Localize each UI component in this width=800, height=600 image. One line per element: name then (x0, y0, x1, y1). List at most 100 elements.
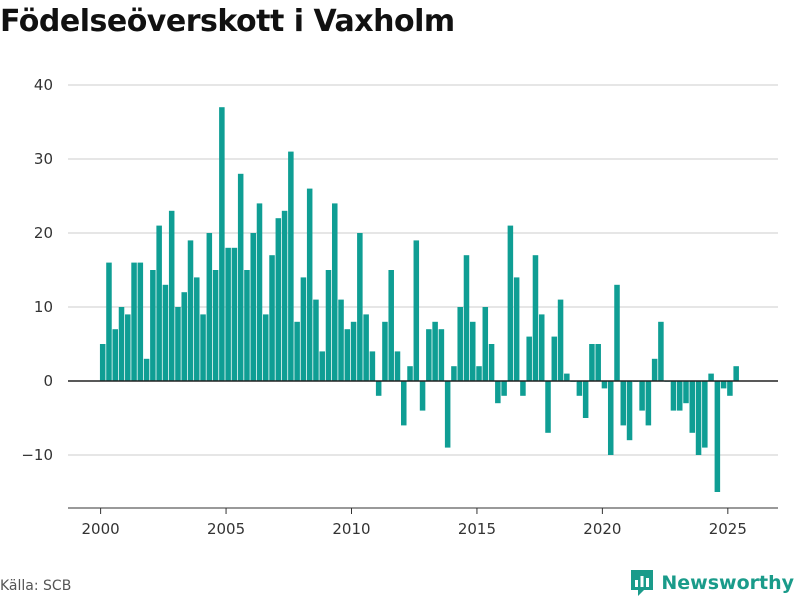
x-tick-label: 2010 (332, 520, 370, 538)
y-tick-label: 10 (34, 298, 53, 316)
bar (520, 381, 526, 396)
source-note: Källa: SCB (0, 578, 72, 594)
bar (288, 151, 294, 381)
bar (702, 381, 708, 448)
bar (244, 270, 250, 381)
y-tick-label: 0 (43, 372, 53, 390)
bar (538, 314, 545, 381)
bar (131, 262, 137, 381)
bar (676, 381, 683, 411)
bar (275, 218, 282, 381)
bar (438, 329, 445, 381)
bar (382, 321, 388, 381)
bar (432, 321, 438, 381)
chart-title: Födelseöverskott i Vaxholm (0, 4, 455, 39)
bar (394, 351, 401, 381)
bar (708, 373, 714, 381)
bar (482, 307, 489, 381)
bar (564, 373, 570, 381)
bar (469, 321, 476, 381)
x-tick-label: 2020 (583, 520, 621, 538)
bar (501, 381, 507, 396)
bar (200, 314, 206, 381)
bar (689, 381, 696, 433)
bar (369, 351, 376, 381)
bar (607, 381, 614, 455)
brand-logo[interactable]: Newsworthy (629, 568, 794, 598)
bar (626, 381, 633, 441)
bar (187, 240, 194, 381)
bar (357, 233, 363, 381)
bar (206, 233, 213, 381)
bar (231, 247, 238, 381)
bar (118, 307, 125, 381)
bar (212, 270, 219, 381)
bar (595, 344, 601, 381)
bar (720, 381, 727, 389)
bar (375, 381, 382, 396)
bar (639, 381, 645, 411)
bar (507, 225, 514, 381)
bar (181, 292, 187, 381)
x-tick-label: 2005 (207, 520, 245, 538)
bar (344, 329, 351, 381)
y-tick-label: 40 (34, 76, 53, 94)
bar (225, 247, 231, 381)
bar (300, 277, 307, 381)
bar (294, 321, 300, 381)
bar (451, 366, 457, 381)
bar (463, 255, 470, 381)
bar (194, 277, 200, 381)
bar (495, 381, 501, 404)
bar (457, 307, 463, 381)
bar (413, 240, 420, 381)
bar (143, 358, 150, 381)
bar (557, 299, 564, 381)
bar (444, 381, 451, 448)
bar (532, 255, 539, 381)
y-tick-label: 20 (34, 224, 53, 242)
bar (388, 270, 394, 381)
brand-name: Newsworthy (661, 572, 794, 594)
bar (281, 210, 288, 381)
bar (601, 381, 608, 389)
bar (426, 329, 432, 381)
bar (237, 173, 244, 381)
bar (419, 381, 426, 411)
bar (488, 344, 495, 381)
bar (156, 225, 162, 381)
bar (545, 381, 551, 433)
bar (614, 284, 620, 381)
bar-chart-logo-icon (631, 570, 654, 596)
bar (332, 203, 338, 381)
bar (620, 381, 627, 426)
bar (645, 381, 652, 426)
bar (137, 262, 144, 381)
y-tick-label: −10 (21, 446, 53, 464)
bar (727, 381, 733, 396)
bar (651, 358, 658, 381)
bar (219, 107, 225, 381)
bar (175, 307, 181, 381)
bar (658, 321, 664, 381)
bar (99, 344, 106, 381)
bar (695, 381, 702, 455)
bar (350, 321, 357, 381)
bar (168, 210, 175, 381)
y-tick-label: 30 (34, 150, 53, 168)
bar (256, 203, 263, 381)
bar (733, 366, 739, 381)
bar (683, 381, 689, 404)
bar (589, 344, 595, 381)
bar (670, 381, 677, 411)
bar (250, 233, 256, 381)
bar (263, 314, 269, 381)
x-tick-label: 2000 (82, 520, 120, 538)
bar (150, 270, 156, 381)
bar (363, 314, 369, 381)
bar (319, 351, 325, 381)
bar (582, 381, 589, 418)
bar (576, 381, 583, 396)
x-tick-label: 2015 (458, 520, 496, 538)
